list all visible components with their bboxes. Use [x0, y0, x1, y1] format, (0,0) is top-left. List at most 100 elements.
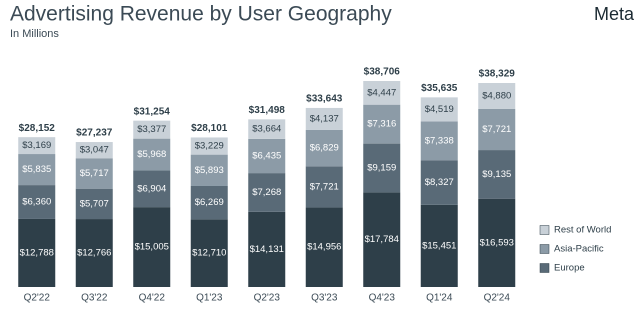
- bar-segment: [18, 154, 56, 186]
- logo: Meta: [594, 4, 635, 24]
- value-label: $6,360: [22, 197, 51, 208]
- bar-segment: [478, 83, 516, 109]
- total-label: $28,152: [19, 123, 56, 134]
- value-label: $3,047: [80, 145, 109, 156]
- x-tick-label: Q4'22: [139, 293, 166, 304]
- legend-label: Rest of World: [554, 225, 611, 236]
- x-tick-label: Q2'24: [484, 293, 511, 304]
- bar-segment: [18, 185, 56, 219]
- bar-segment: [75, 142, 113, 159]
- bar-segment: [133, 138, 171, 171]
- bar-segment: [363, 104, 401, 144]
- value-label: $4,880: [482, 91, 511, 102]
- legend-swatch: [539, 225, 550, 235]
- bar-segment: [420, 204, 458, 287]
- x-tick-label: Q4'23: [369, 293, 396, 304]
- bar-segment: [75, 219, 113, 287]
- total-label: $38,706: [364, 67, 401, 78]
- total-label: $27,237: [76, 128, 113, 139]
- value-label: $16,593: [480, 237, 514, 248]
- bar-segment: [248, 173, 286, 212]
- bar-segment: [248, 138, 286, 174]
- value-label: $4,447: [367, 87, 396, 98]
- value-label: $15,005: [135, 242, 169, 253]
- bar-segment: [420, 121, 458, 161]
- value-label: $3,664: [252, 124, 281, 135]
- value-label: $7,338: [425, 135, 454, 146]
- x-tick-label: Q1'24: [426, 293, 453, 304]
- bar-segment: [305, 166, 343, 208]
- value-label: $6,435: [252, 151, 281, 162]
- bar-segment: [305, 129, 343, 167]
- value-label: $5,893: [195, 165, 224, 176]
- value-label: $7,721: [310, 181, 339, 192]
- bar-segment: [133, 170, 171, 208]
- x-tick-label: Q3'22: [81, 293, 108, 304]
- bar-segment: [190, 154, 228, 186]
- bar-segment: [248, 211, 286, 287]
- legend-swatch: [539, 263, 550, 273]
- bar-segment: [75, 158, 113, 189]
- value-label: $12,788: [20, 247, 54, 258]
- value-label: $6,829: [310, 143, 339, 154]
- value-label: $12,766: [77, 248, 111, 259]
- bar-segment: [133, 207, 171, 287]
- bar-segment: [363, 143, 401, 193]
- bar-segment: [478, 198, 516, 287]
- bar-segment: [18, 137, 56, 155]
- value-label: $7,721: [482, 124, 511, 135]
- value-label: $14,131: [250, 244, 284, 255]
- value-label: $3,377: [137, 124, 166, 135]
- bar-segment: [75, 188, 113, 220]
- chart-subtitle: In Millions: [10, 28, 59, 40]
- bar-segment: [478, 150, 516, 199]
- value-label: $3,229: [195, 141, 224, 152]
- total-label: $33,643: [306, 94, 343, 105]
- total-label: $38,329: [479, 69, 516, 80]
- bar-segment: [420, 97, 458, 122]
- bar-segment: [363, 81, 401, 105]
- legend-label: Europe: [554, 263, 585, 274]
- value-label: $7,316: [367, 119, 396, 130]
- value-label: $4,137: [310, 113, 339, 124]
- bar-segment: [190, 219, 228, 287]
- legend-label: Asia-Pacific: [554, 244, 604, 255]
- value-label: $12,710: [192, 248, 226, 259]
- legend-swatch: [539, 244, 550, 254]
- value-label: $4,519: [425, 104, 454, 115]
- value-label: $3,169: [22, 140, 51, 151]
- bar-segment: [190, 137, 228, 155]
- value-label: $15,451: [422, 240, 456, 251]
- total-label: $31,498: [249, 105, 286, 116]
- x-tick-label: Q2'23: [254, 293, 281, 304]
- value-label: $7,268: [252, 187, 281, 198]
- value-label: $6,269: [195, 197, 224, 208]
- x-tick-label: Q3'23: [311, 293, 338, 304]
- chart-title: Advertising Revenue by User Geography: [10, 3, 392, 26]
- value-label: $5,717: [80, 168, 109, 179]
- bar-segment: [420, 160, 458, 205]
- value-label: $9,159: [367, 162, 396, 173]
- total-label: $28,101: [191, 123, 228, 134]
- bar-segment: [363, 192, 401, 287]
- bar-segment: [305, 107, 343, 130]
- value-label: $9,135: [482, 169, 511, 180]
- total-label: $35,635: [421, 83, 458, 94]
- value-label: $5,968: [137, 149, 166, 160]
- bar-segment: [18, 218, 56, 287]
- value-label: $5,835: [22, 164, 51, 175]
- value-label: $14,956: [307, 242, 341, 253]
- total-label: $31,254: [134, 106, 171, 117]
- bar-segment: [133, 120, 171, 139]
- value-label: $8,327: [425, 177, 454, 188]
- x-tick-label: Q2'22: [24, 293, 51, 304]
- value-label: $6,904: [137, 183, 166, 194]
- bar-segment: [248, 119, 286, 139]
- bar-segment: [305, 207, 343, 287]
- value-label: $17,784: [365, 234, 399, 245]
- value-label: $5,707: [80, 198, 109, 209]
- x-tick-label: Q1'23: [196, 293, 223, 304]
- bar-segment: [190, 185, 228, 220]
- bar-segment: [478, 108, 516, 151]
